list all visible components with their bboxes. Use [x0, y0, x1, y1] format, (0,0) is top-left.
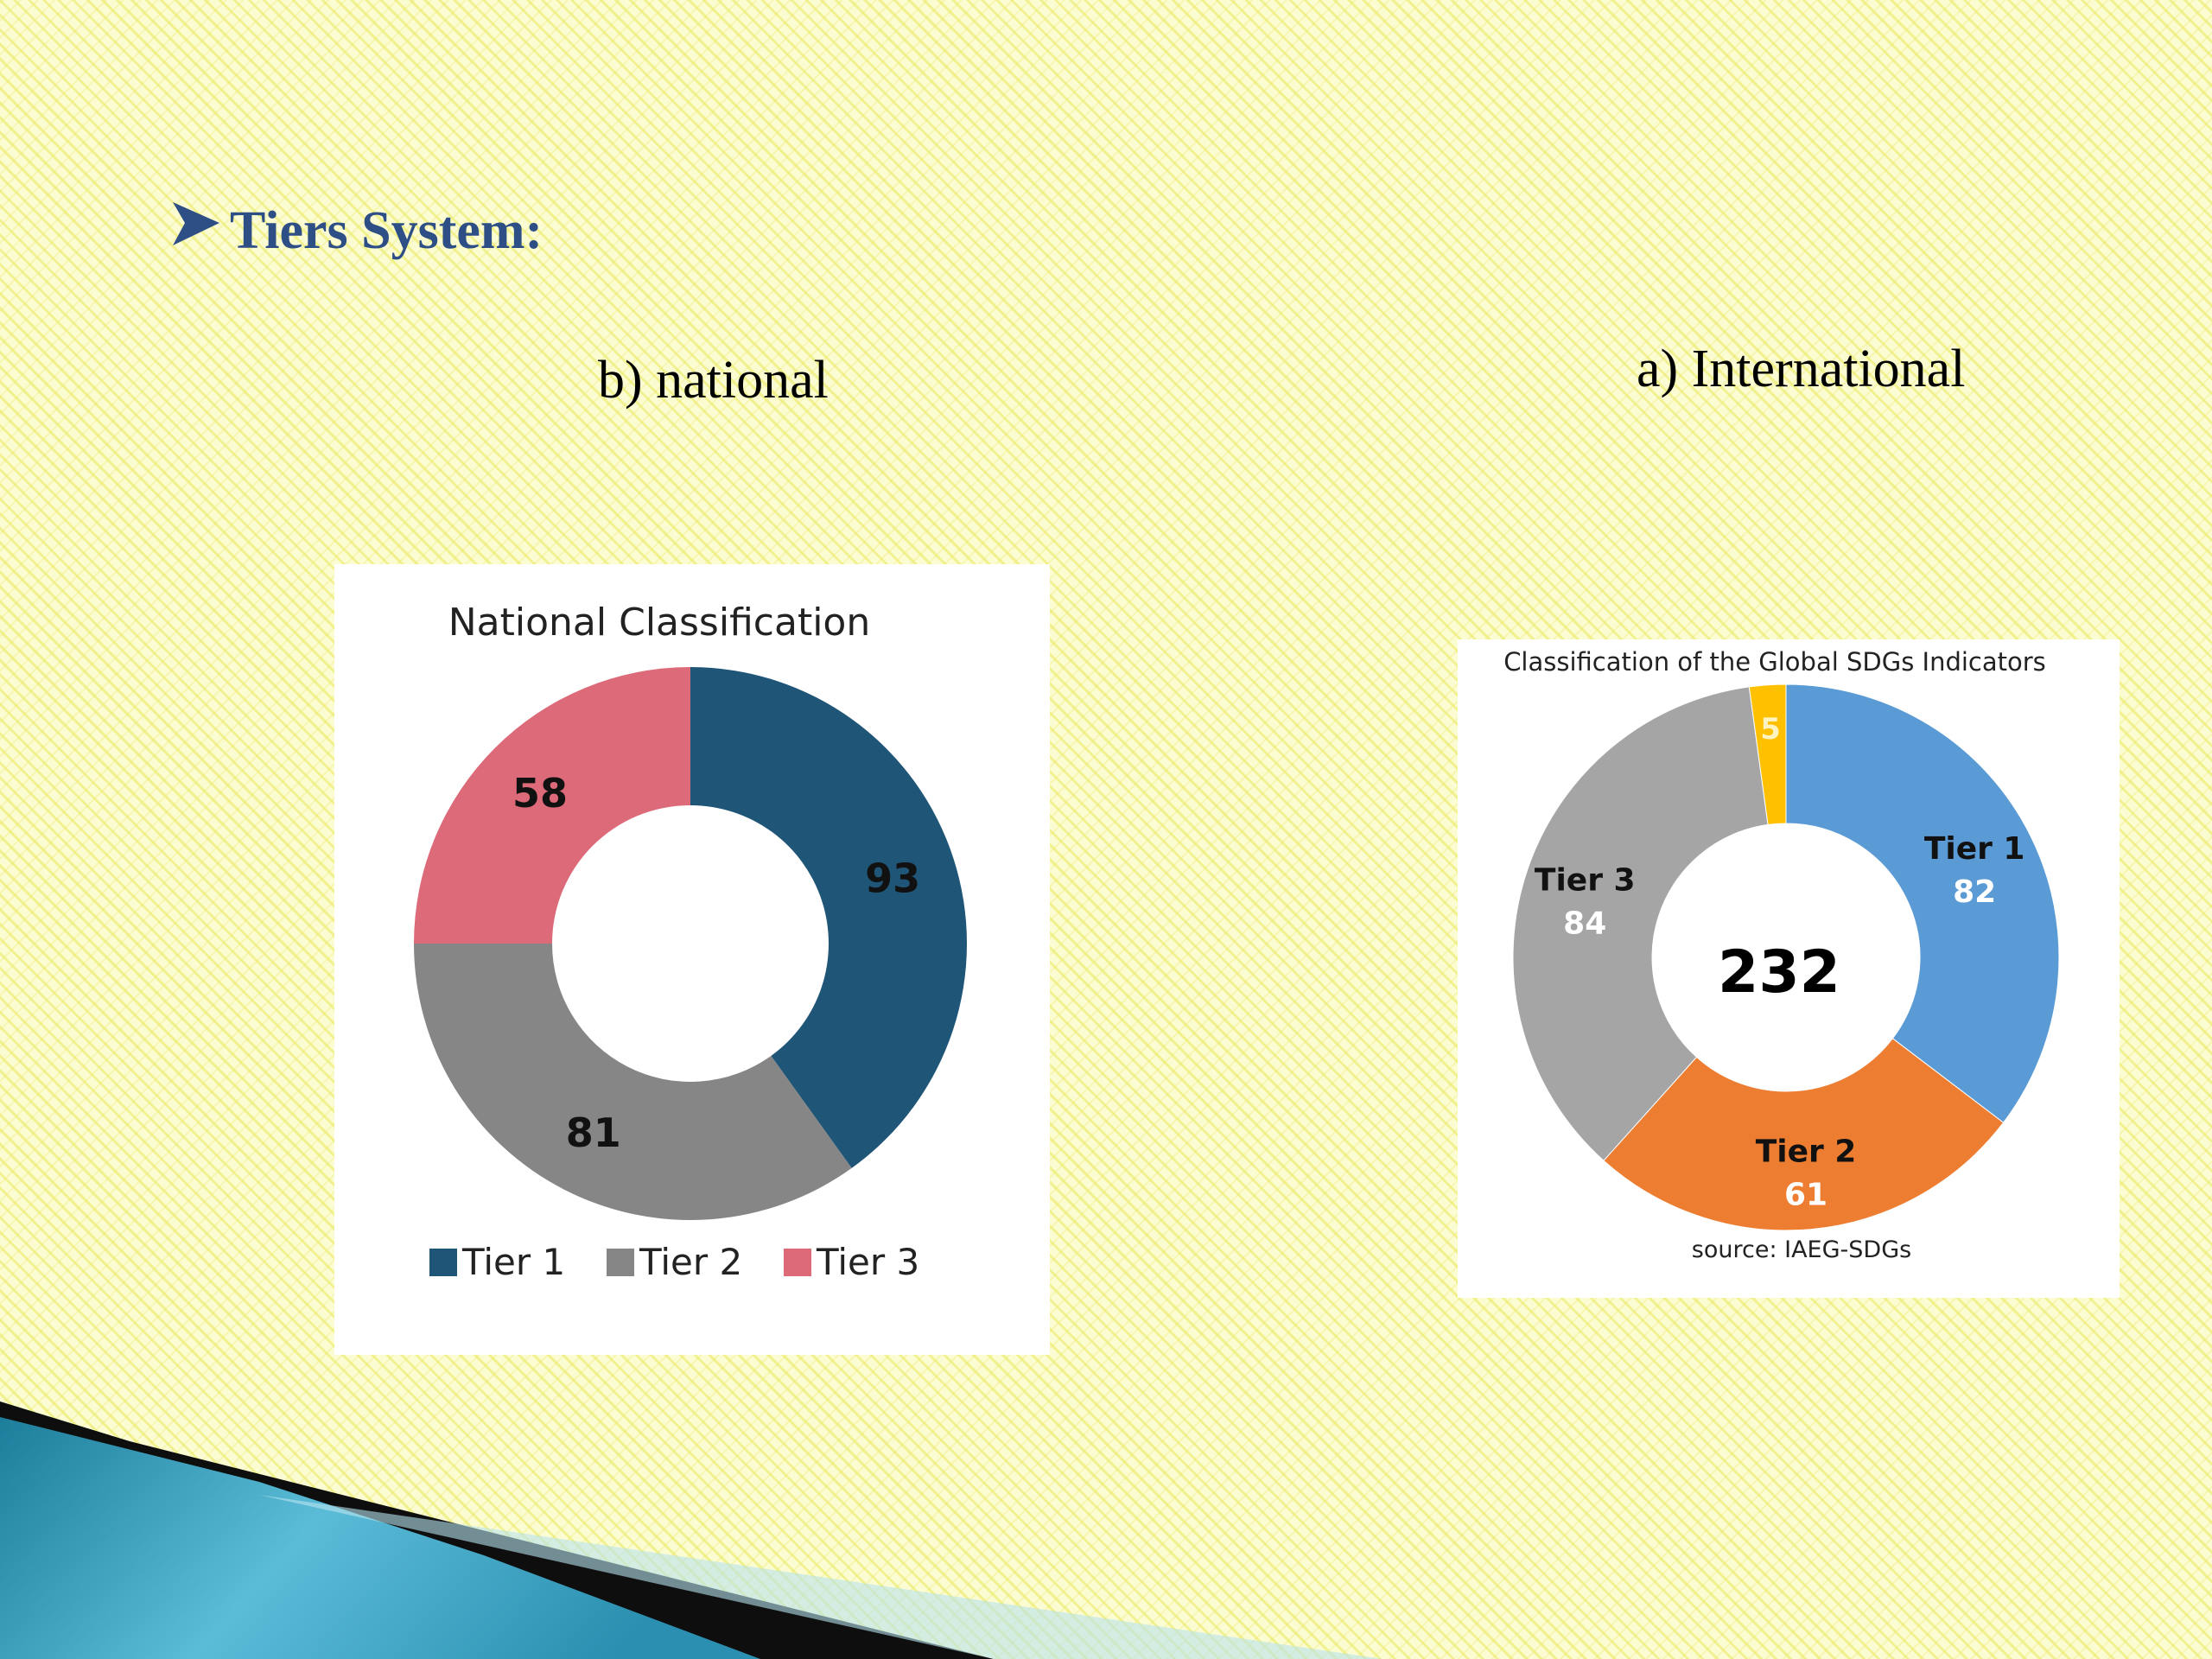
category-label-tier-2: Tier 2: [1756, 1134, 1857, 1169]
category-label-tier-3: Tier 3: [1535, 863, 1636, 899]
data-label-tier-1: 82: [1953, 874, 1996, 910]
donut-slice-tier-1: [1785, 683, 2060, 1123]
slide-title: Tiers System:: [169, 197, 543, 264]
international-donut-chart: Classification of the Global SDGs Indica…: [1503, 647, 2060, 1263]
arrow-bullet-icon: [169, 197, 223, 264]
chart-title: National Classification: [448, 601, 870, 645]
source-note: source: IAEG-SDGs: [1692, 1236, 1911, 1263]
data-label-tier-3: 58: [512, 770, 568, 817]
international-chart-panel: Classification of the Global SDGs Indica…: [1458, 639, 2120, 1298]
donut-slice-segment-4: [1748, 683, 1787, 825]
national-chart-panel: National Classification 93 81 58 Tier 1 Tie…: [334, 564, 1050, 1355]
legend-label-tier-3: Tier 3: [816, 1241, 919, 1283]
chart-title: Classification of the Global SDGs Indica…: [1503, 647, 2046, 677]
donut-slice-tier-3: [414, 667, 690, 944]
donut-slice-tier-3: [1512, 686, 1769, 1161]
data-label-tier-1: 93: [865, 855, 920, 902]
donut-slice-tier-2: [414, 944, 852, 1220]
legend-swatch-tier-1: [429, 1249, 457, 1276]
data-label-segment-4: 5: [1760, 712, 1781, 747]
section-label-national: b) national: [598, 351, 829, 410]
center-total-label: 232: [1718, 938, 1840, 1007]
donut-slice-tier-1: [690, 667, 967, 1168]
legend-label-tier-2: Tier 2: [639, 1241, 742, 1283]
data-label-tier-2: 61: [1784, 1177, 1827, 1212]
legend-label-tier-1: Tier 1: [461, 1241, 565, 1283]
category-label-tier-1: Tier 1: [1924, 831, 2025, 867]
legend-swatch-tier-3: [784, 1249, 811, 1276]
data-label-tier-3: 84: [1563, 906, 1606, 942]
national-donut-chart: National Classification 93 81 58 Tier 1 Tie…: [414, 601, 967, 1283]
donut-slice-tier-2: [1603, 1038, 2005, 1231]
section-label-international: a) International: [1637, 340, 1966, 398]
slide-title-text: Tiers System:: [230, 200, 543, 260]
legend-swatch-tier-2: [607, 1249, 634, 1276]
data-label-tier-2: 81: [566, 1109, 621, 1156]
